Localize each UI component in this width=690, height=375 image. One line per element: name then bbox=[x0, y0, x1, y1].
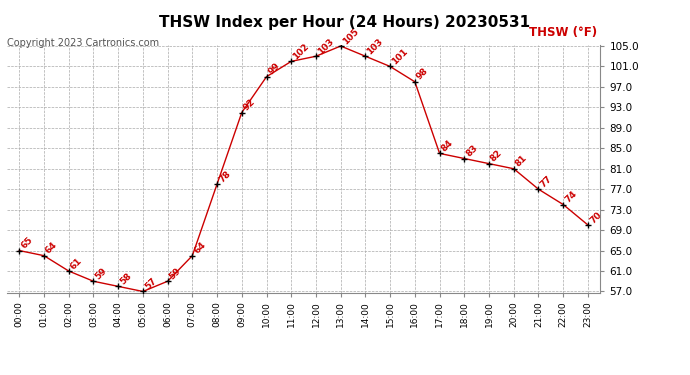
Text: 105: 105 bbox=[341, 27, 360, 46]
Text: 99: 99 bbox=[266, 62, 282, 77]
Text: 102: 102 bbox=[291, 42, 310, 62]
Text: 84: 84 bbox=[440, 138, 455, 153]
Text: 59: 59 bbox=[93, 266, 109, 281]
Text: 103: 103 bbox=[316, 37, 335, 56]
Text: 78: 78 bbox=[217, 169, 233, 184]
Text: 57: 57 bbox=[143, 276, 158, 291]
Text: 61: 61 bbox=[69, 256, 84, 271]
Text: 64: 64 bbox=[44, 240, 59, 256]
Text: 64: 64 bbox=[193, 240, 208, 256]
Text: THSW (°F): THSW (°F) bbox=[529, 26, 597, 39]
Text: 101: 101 bbox=[390, 47, 410, 66]
Text: 65: 65 bbox=[19, 236, 34, 250]
Text: 77: 77 bbox=[538, 174, 554, 189]
Text: THSW Index per Hour (24 Hours) 20230531: THSW Index per Hour (24 Hours) 20230531 bbox=[159, 15, 531, 30]
Text: 82: 82 bbox=[489, 148, 504, 164]
Text: 70: 70 bbox=[588, 210, 603, 225]
Text: 103: 103 bbox=[366, 37, 385, 56]
Text: 92: 92 bbox=[241, 97, 257, 112]
Text: 59: 59 bbox=[168, 266, 183, 281]
Text: Copyright 2023 Cartronics.com: Copyright 2023 Cartronics.com bbox=[7, 38, 159, 48]
Text: 98: 98 bbox=[415, 66, 430, 82]
Text: 83: 83 bbox=[464, 143, 480, 159]
Text: 74: 74 bbox=[563, 189, 579, 204]
Text: 81: 81 bbox=[514, 153, 529, 169]
Text: 58: 58 bbox=[118, 271, 133, 286]
